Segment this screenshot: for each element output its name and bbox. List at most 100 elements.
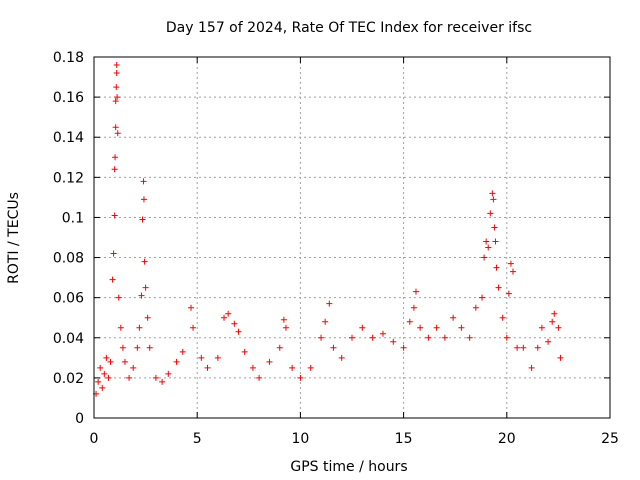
data-point <box>534 344 541 351</box>
data-point <box>545 338 552 345</box>
data-point <box>481 254 488 261</box>
data-point <box>107 358 114 365</box>
data-point <box>138 292 145 299</box>
data-point <box>490 196 497 203</box>
y-axis-label: ROTI / TECUs <box>6 192 22 284</box>
data-point <box>112 154 119 161</box>
data-points <box>93 62 564 397</box>
x-tick-label: 25 <box>601 431 619 447</box>
data-point <box>256 374 263 381</box>
data-point <box>141 258 148 265</box>
data-point <box>280 316 287 323</box>
data-point <box>179 348 186 355</box>
data-point <box>101 370 108 377</box>
data-point <box>417 324 424 331</box>
data-point <box>297 374 304 381</box>
chart-title: Day 157 of 2024, Rate Of TEC Index for r… <box>166 20 532 36</box>
data-point <box>231 320 238 327</box>
data-point <box>99 384 106 391</box>
data-point <box>114 94 121 101</box>
data-point <box>136 324 143 331</box>
data-point <box>112 98 119 105</box>
data-point <box>249 364 256 371</box>
data-point <box>483 238 490 245</box>
data-point <box>555 324 562 331</box>
data-point <box>241 348 248 355</box>
x-axis-label: GPS time / hours <box>290 459 407 475</box>
data-point <box>266 358 273 365</box>
data-point <box>130 364 137 371</box>
data-point <box>276 344 283 351</box>
data-point <box>520 344 527 351</box>
data-point <box>126 374 133 381</box>
data-point <box>412 288 419 295</box>
data-point <box>441 334 448 341</box>
axis-ticks <box>93 56 611 419</box>
data-point <box>119 344 126 351</box>
x-tick-label: 0 <box>90 431 99 447</box>
y-tick-label: 0.06 <box>53 291 84 307</box>
data-point <box>489 190 496 197</box>
data-point <box>204 364 211 371</box>
x-tick-label: 15 <box>395 431 413 447</box>
data-point <box>485 244 492 251</box>
data-point <box>134 344 141 351</box>
data-point <box>97 364 104 371</box>
y-tick-label: 0.18 <box>53 50 84 66</box>
data-point <box>509 268 516 275</box>
data-point <box>111 212 118 219</box>
data-point <box>326 300 333 307</box>
data-point <box>528 364 535 371</box>
data-point <box>318 334 325 341</box>
data-point <box>503 334 510 341</box>
x-tick-label: 10 <box>291 431 309 447</box>
data-point <box>111 166 118 173</box>
data-point <box>188 304 195 311</box>
data-point <box>433 324 440 331</box>
data-point <box>173 358 180 365</box>
y-tick-label: 0.12 <box>53 170 84 186</box>
x-tick-label: 5 <box>193 431 202 447</box>
y-tick-label: 0.04 <box>53 331 84 347</box>
data-point <box>551 310 558 317</box>
data-point <box>410 304 417 311</box>
data-point <box>369 334 376 341</box>
data-point <box>142 284 149 291</box>
data-point <box>214 354 221 361</box>
x-tick-label: 20 <box>498 431 516 447</box>
data-point <box>338 354 345 361</box>
data-point <box>144 314 151 321</box>
data-point <box>472 304 479 311</box>
data-point <box>113 62 120 69</box>
data-point <box>538 324 545 331</box>
data-point <box>282 324 289 331</box>
data-point <box>514 344 521 351</box>
data-point <box>198 354 205 361</box>
data-point <box>466 334 473 341</box>
y-tick-label: 0.16 <box>53 90 84 106</box>
data-point <box>117 324 124 331</box>
y-tick-label: 0.1 <box>62 210 84 226</box>
data-point <box>499 314 506 321</box>
data-point <box>289 364 296 371</box>
data-point <box>390 338 397 345</box>
data-point <box>557 354 564 361</box>
data-point <box>152 374 159 381</box>
data-point <box>491 224 498 231</box>
data-point <box>349 334 355 341</box>
data-point <box>146 344 153 351</box>
data-point <box>113 84 120 91</box>
data-point <box>159 378 166 385</box>
y-tick-label: 0.08 <box>53 251 84 267</box>
data-point <box>103 354 110 361</box>
data-point <box>114 130 121 137</box>
data-point <box>425 334 432 341</box>
data-point <box>190 324 197 331</box>
data-point <box>507 260 514 267</box>
plot-frame <box>93 56 611 419</box>
data-point <box>113 70 120 77</box>
data-point <box>115 294 122 301</box>
data-point <box>121 358 128 365</box>
data-point <box>487 210 494 217</box>
